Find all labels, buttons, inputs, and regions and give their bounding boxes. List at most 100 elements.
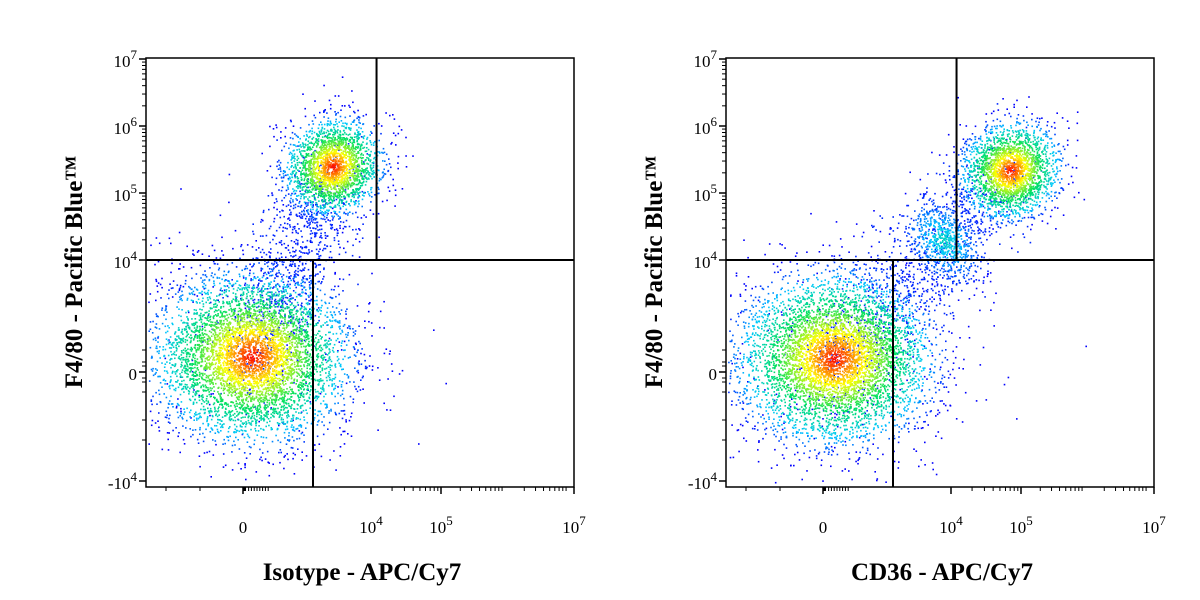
event-dot [177, 291, 180, 293]
event-dot [323, 111, 325, 113]
event-dot [325, 194, 327, 196]
event-dot [186, 384, 188, 386]
event-dot [334, 366, 337, 368]
event-dot [368, 173, 370, 176]
event-dot [358, 325, 360, 327]
event-dot [302, 379, 305, 381]
event-dot [306, 239, 309, 242]
event-dot [373, 176, 375, 178]
event-dot [305, 182, 308, 184]
event-dot [319, 392, 322, 395]
event-dot [177, 301, 180, 303]
event-dot [338, 412, 341, 415]
event-dot [191, 323, 193, 325]
event-dot [320, 194, 323, 196]
event-dot [191, 383, 193, 386]
event-dot [309, 382, 311, 384]
event-dot [315, 232, 318, 234]
event-dot [357, 196, 359, 198]
event-dot [340, 410, 343, 412]
event-dot [198, 344, 200, 347]
event-dot [260, 309, 262, 311]
event-dot [201, 293, 203, 296]
event-dot [249, 269, 251, 272]
event-dot [260, 268, 263, 270]
event-dot [366, 136, 369, 139]
event-dot [246, 316, 249, 319]
event-dot [293, 277, 295, 279]
event-dot [369, 165, 372, 167]
event-dot [268, 399, 271, 402]
event-dot [186, 334, 188, 337]
event-dot [362, 154, 364, 156]
event-dot [304, 281, 306, 284]
event-dot [301, 384, 303, 386]
event-dot [269, 304, 271, 307]
event-dot [338, 293, 340, 296]
event-dot [339, 446, 342, 448]
event-dot [228, 290, 230, 292]
event-dot [297, 336, 300, 338]
event-dot [253, 310, 256, 312]
event-dot [374, 140, 376, 143]
event-dot [178, 432, 180, 434]
event-dot [353, 348, 356, 350]
event-dot [178, 404, 180, 407]
event-dot [339, 246, 341, 249]
event-dot [326, 342, 328, 344]
event-dot [189, 287, 191, 289]
event-dot [294, 225, 296, 228]
event-dot [295, 249, 297, 252]
event-dot [356, 137, 358, 140]
event-dot [365, 172, 368, 174]
event-dot [193, 389, 195, 391]
event-dot [339, 130, 341, 132]
event-dot [293, 241, 296, 243]
event-dot [322, 212, 325, 214]
event-dot [206, 311, 208, 314]
event-dot [354, 132, 356, 134]
event-dot [310, 356, 313, 359]
event-dot [332, 347, 334, 349]
event-dot [316, 370, 318, 373]
event-dot [306, 278, 309, 281]
event-dot [362, 375, 364, 378]
event-dot [192, 249, 194, 252]
event-dot [304, 320, 307, 323]
event-dot [325, 372, 327, 374]
event-dot [300, 325, 302, 327]
event-dot [356, 305, 359, 307]
event-dot [161, 309, 163, 311]
event-dot [353, 110, 355, 113]
event-dot [306, 356, 308, 359]
event-dot [314, 116, 317, 119]
event-dot [225, 279, 228, 281]
event-dot [311, 130, 314, 133]
event-dot [274, 401, 277, 404]
event-dot [345, 421, 347, 423]
event-dot [295, 231, 298, 234]
event-dot [183, 328, 186, 330]
event-dot [283, 170, 285, 172]
event-dot [343, 373, 346, 375]
event-dot [308, 355, 311, 358]
event-dot [302, 383, 305, 385]
event-dot [362, 178, 365, 181]
event-dot [230, 307, 232, 310]
event-dot [240, 429, 243, 431]
event-dot [322, 359, 324, 361]
event-dot [314, 219, 317, 221]
event-dot [294, 203, 297, 206]
event-dot [173, 353, 176, 356]
event-dot [256, 319, 258, 322]
event-dot [354, 201, 356, 203]
event-dot [249, 453, 251, 455]
event-dot [251, 409, 253, 412]
event-dot [294, 265, 297, 268]
event-dot [216, 398, 218, 401]
event-dot [218, 294, 220, 297]
event-dot [278, 159, 280, 162]
event-dot [200, 341, 203, 344]
event-dot [298, 329, 300, 332]
event-dot [363, 146, 366, 149]
